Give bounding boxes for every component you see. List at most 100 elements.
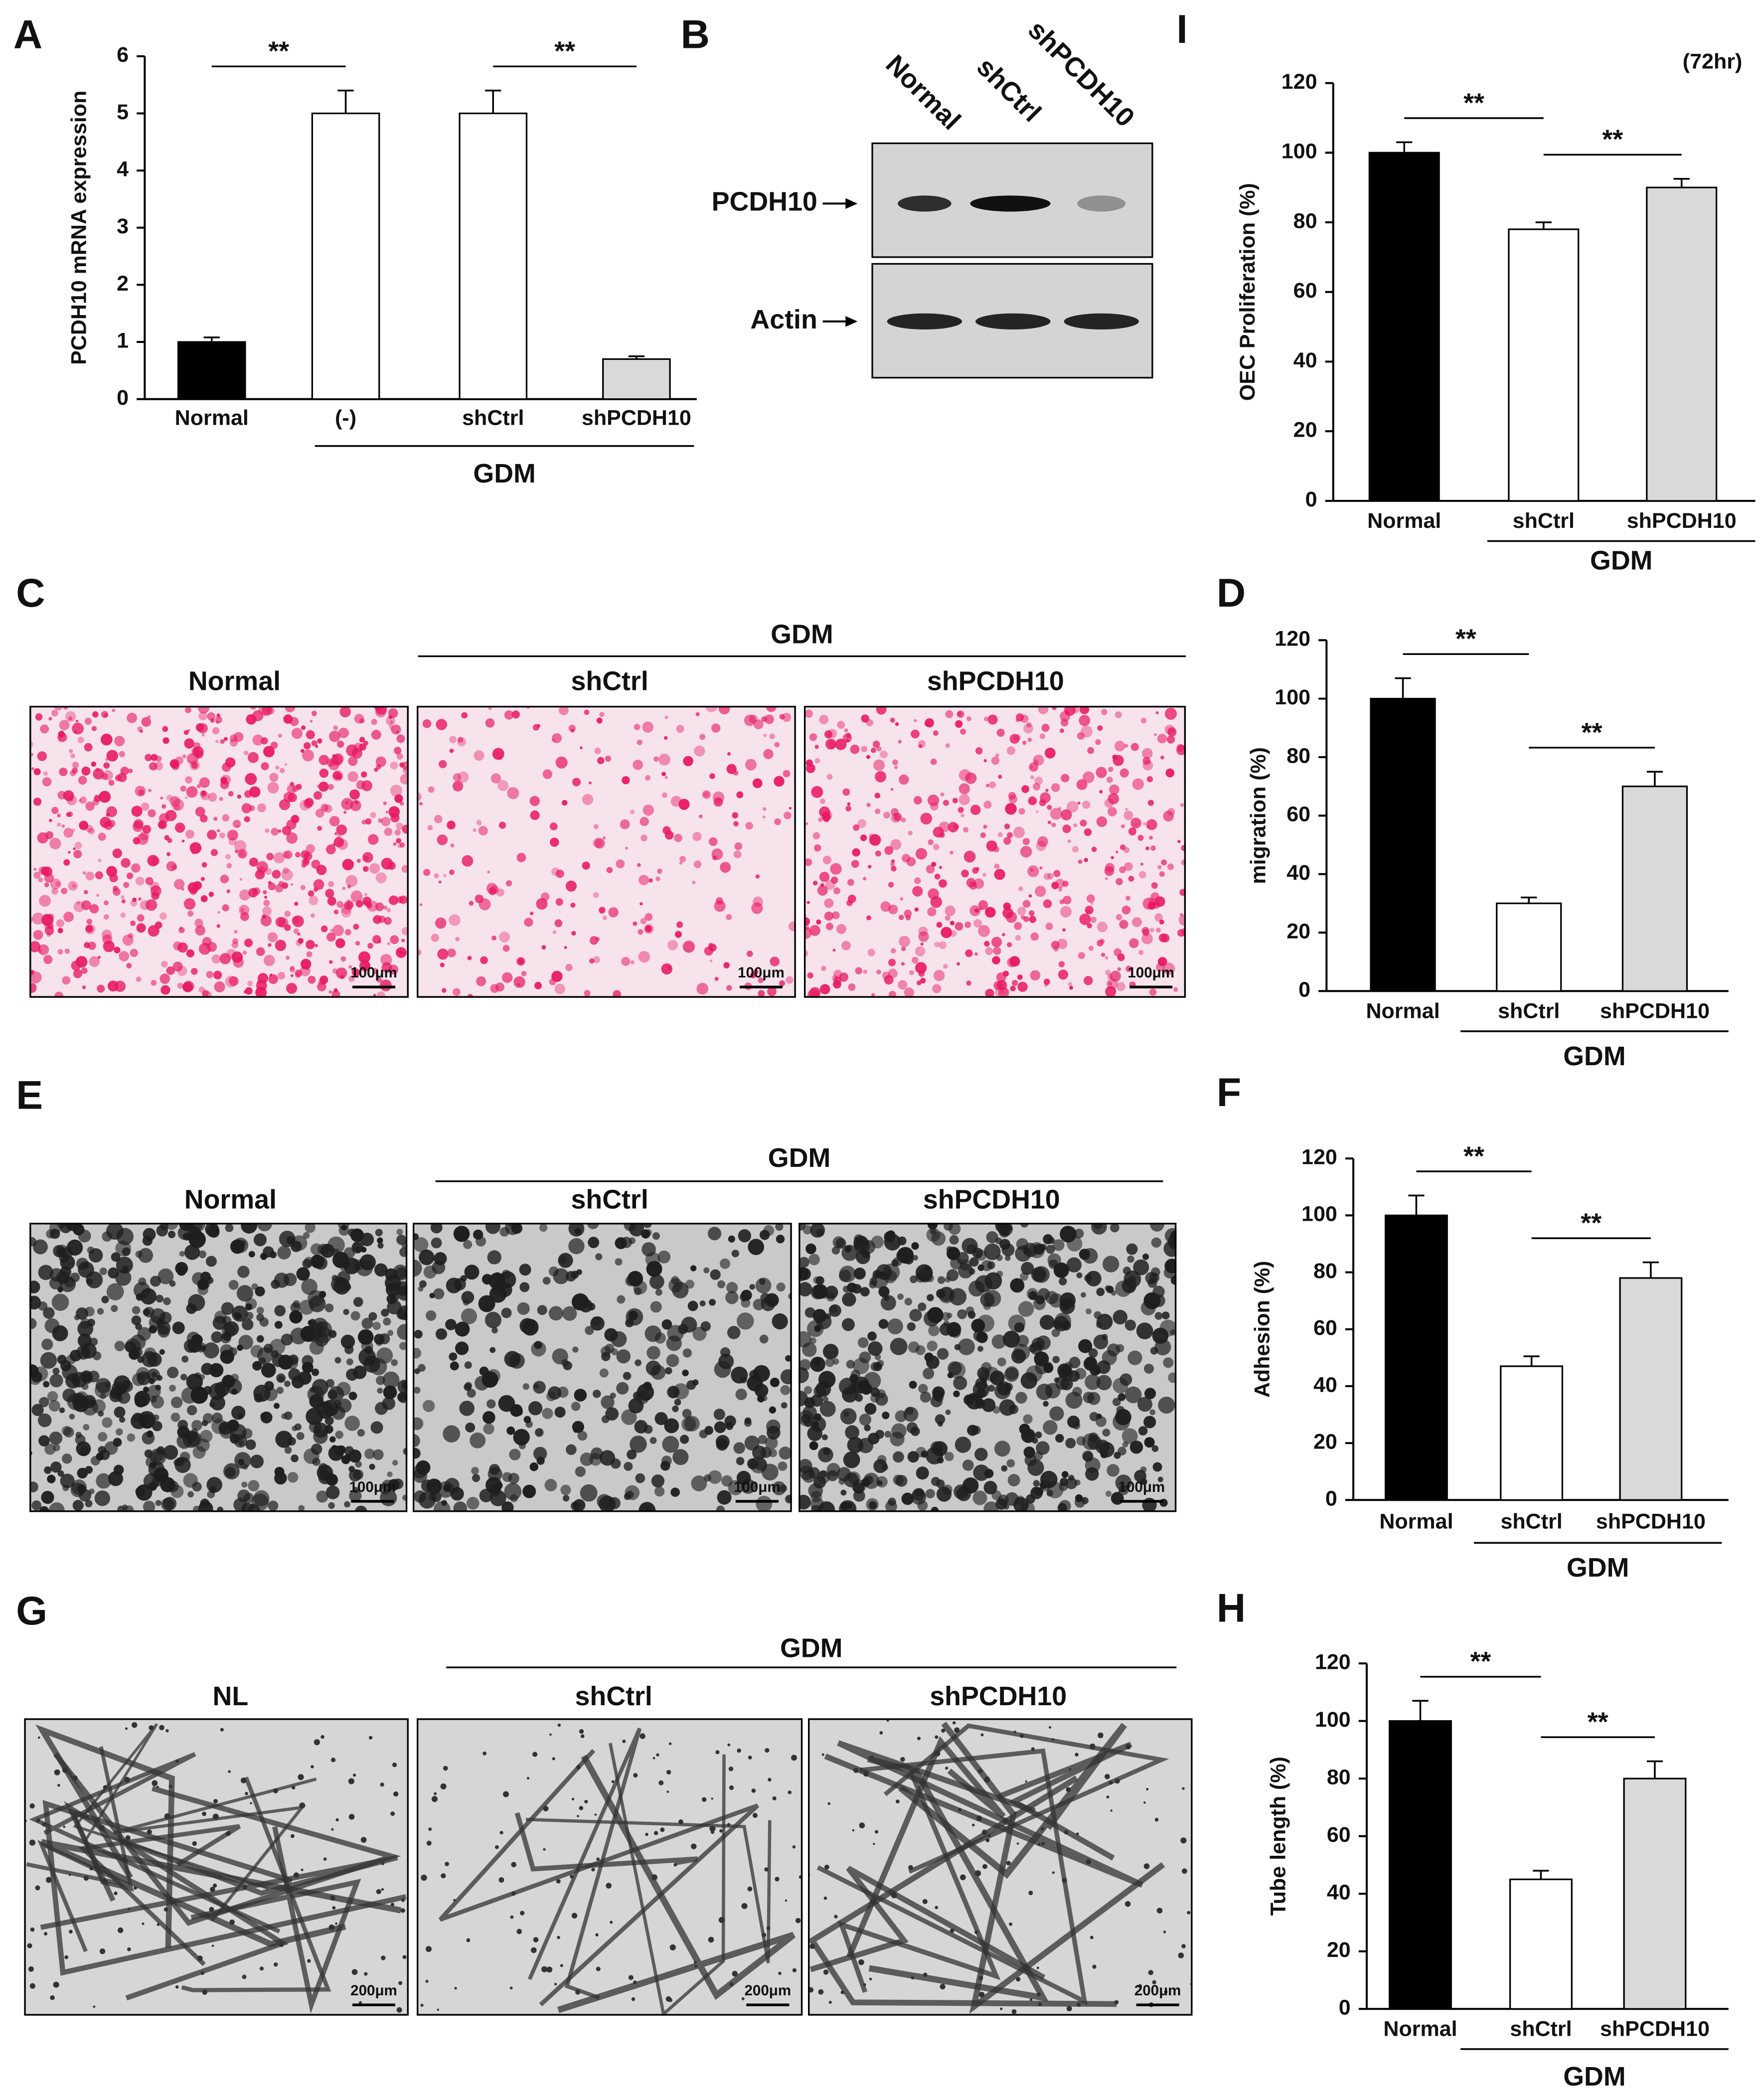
cell xyxy=(106,806,117,817)
cell xyxy=(1051,1328,1060,1337)
cell xyxy=(511,710,520,719)
bar xyxy=(311,112,380,400)
cell xyxy=(145,877,154,885)
cell xyxy=(501,1307,512,1318)
cell xyxy=(866,803,871,808)
debris xyxy=(1009,1922,1012,1926)
cell xyxy=(419,1280,427,1288)
cell xyxy=(371,730,381,740)
cell xyxy=(48,717,52,721)
cell xyxy=(1124,1319,1136,1331)
debris xyxy=(950,1929,955,1933)
cell xyxy=(954,1484,968,1499)
cell xyxy=(566,1444,577,1455)
cell xyxy=(186,1373,203,1390)
cell xyxy=(926,1355,940,1369)
cell xyxy=(82,985,86,989)
debris xyxy=(368,1736,373,1740)
cell xyxy=(332,968,338,974)
cell xyxy=(355,1247,362,1253)
cell xyxy=(127,712,138,723)
cell xyxy=(320,925,328,933)
cell xyxy=(639,875,649,885)
cell xyxy=(331,990,340,998)
cell xyxy=(317,982,326,991)
cell xyxy=(551,970,563,982)
cell xyxy=(413,1387,421,1394)
cell xyxy=(153,1450,164,1461)
cell xyxy=(832,1358,839,1365)
cell xyxy=(300,885,306,890)
debris xyxy=(1110,1809,1113,1812)
cell xyxy=(1020,846,1032,858)
cell xyxy=(333,755,338,760)
cell xyxy=(1035,1487,1044,1496)
debris xyxy=(1164,1990,1168,1994)
cell xyxy=(231,951,243,963)
cell xyxy=(358,951,371,964)
cell xyxy=(101,1295,109,1303)
bar xyxy=(177,341,246,400)
cell xyxy=(381,962,392,973)
cell xyxy=(57,822,61,827)
cell xyxy=(135,876,145,886)
cell xyxy=(140,900,150,910)
cell xyxy=(908,830,913,835)
cell xyxy=(1151,882,1158,889)
cell xyxy=(1099,790,1103,794)
cell xyxy=(310,719,313,723)
cell xyxy=(383,1385,397,1400)
y-tick-label: 4 xyxy=(117,157,129,181)
debris xyxy=(987,1834,991,1838)
cell xyxy=(519,1264,531,1276)
cell xyxy=(1147,901,1156,910)
tube-network xyxy=(181,1777,331,1992)
debris xyxy=(420,2003,424,2007)
cell xyxy=(329,1436,336,1443)
cell xyxy=(875,850,881,857)
cell xyxy=(107,980,119,992)
cell xyxy=(255,869,265,880)
y-axis-label: OEC Proliferation (%) xyxy=(1236,183,1260,401)
cell xyxy=(831,1246,840,1255)
cell xyxy=(311,740,318,746)
cell xyxy=(753,1365,770,1382)
cell xyxy=(249,857,259,867)
cell xyxy=(531,1341,546,1357)
debris xyxy=(719,1829,723,1833)
cell xyxy=(765,1293,779,1307)
cell xyxy=(344,929,351,936)
cell xyxy=(876,746,882,752)
cell xyxy=(611,1331,627,1347)
cell xyxy=(942,1312,951,1321)
debris xyxy=(891,1892,897,1899)
cell xyxy=(216,829,220,832)
cell xyxy=(1125,808,1128,811)
cell xyxy=(702,790,711,799)
cell xyxy=(923,1368,935,1380)
debris xyxy=(1069,1768,1072,1771)
cell xyxy=(318,1470,332,1484)
cell xyxy=(584,709,590,715)
significance-label: ** xyxy=(1470,1646,1491,1676)
cell xyxy=(348,1465,355,1472)
cell xyxy=(291,814,300,823)
scale-label: 100μm xyxy=(349,1479,396,1495)
cell xyxy=(555,869,564,878)
cell xyxy=(753,719,764,729)
cell xyxy=(339,706,351,718)
cell xyxy=(282,826,292,835)
cell xyxy=(284,850,293,859)
cell xyxy=(152,1421,162,1432)
cell xyxy=(819,799,825,804)
cell xyxy=(1140,862,1143,866)
cell xyxy=(245,1298,257,1310)
cell xyxy=(306,940,315,950)
cell xyxy=(184,796,188,799)
cell xyxy=(116,1428,123,1436)
cell xyxy=(736,1470,751,1485)
cell xyxy=(1058,807,1062,810)
cell xyxy=(489,1463,500,1475)
cell xyxy=(662,1436,679,1453)
blot-band xyxy=(898,195,952,212)
